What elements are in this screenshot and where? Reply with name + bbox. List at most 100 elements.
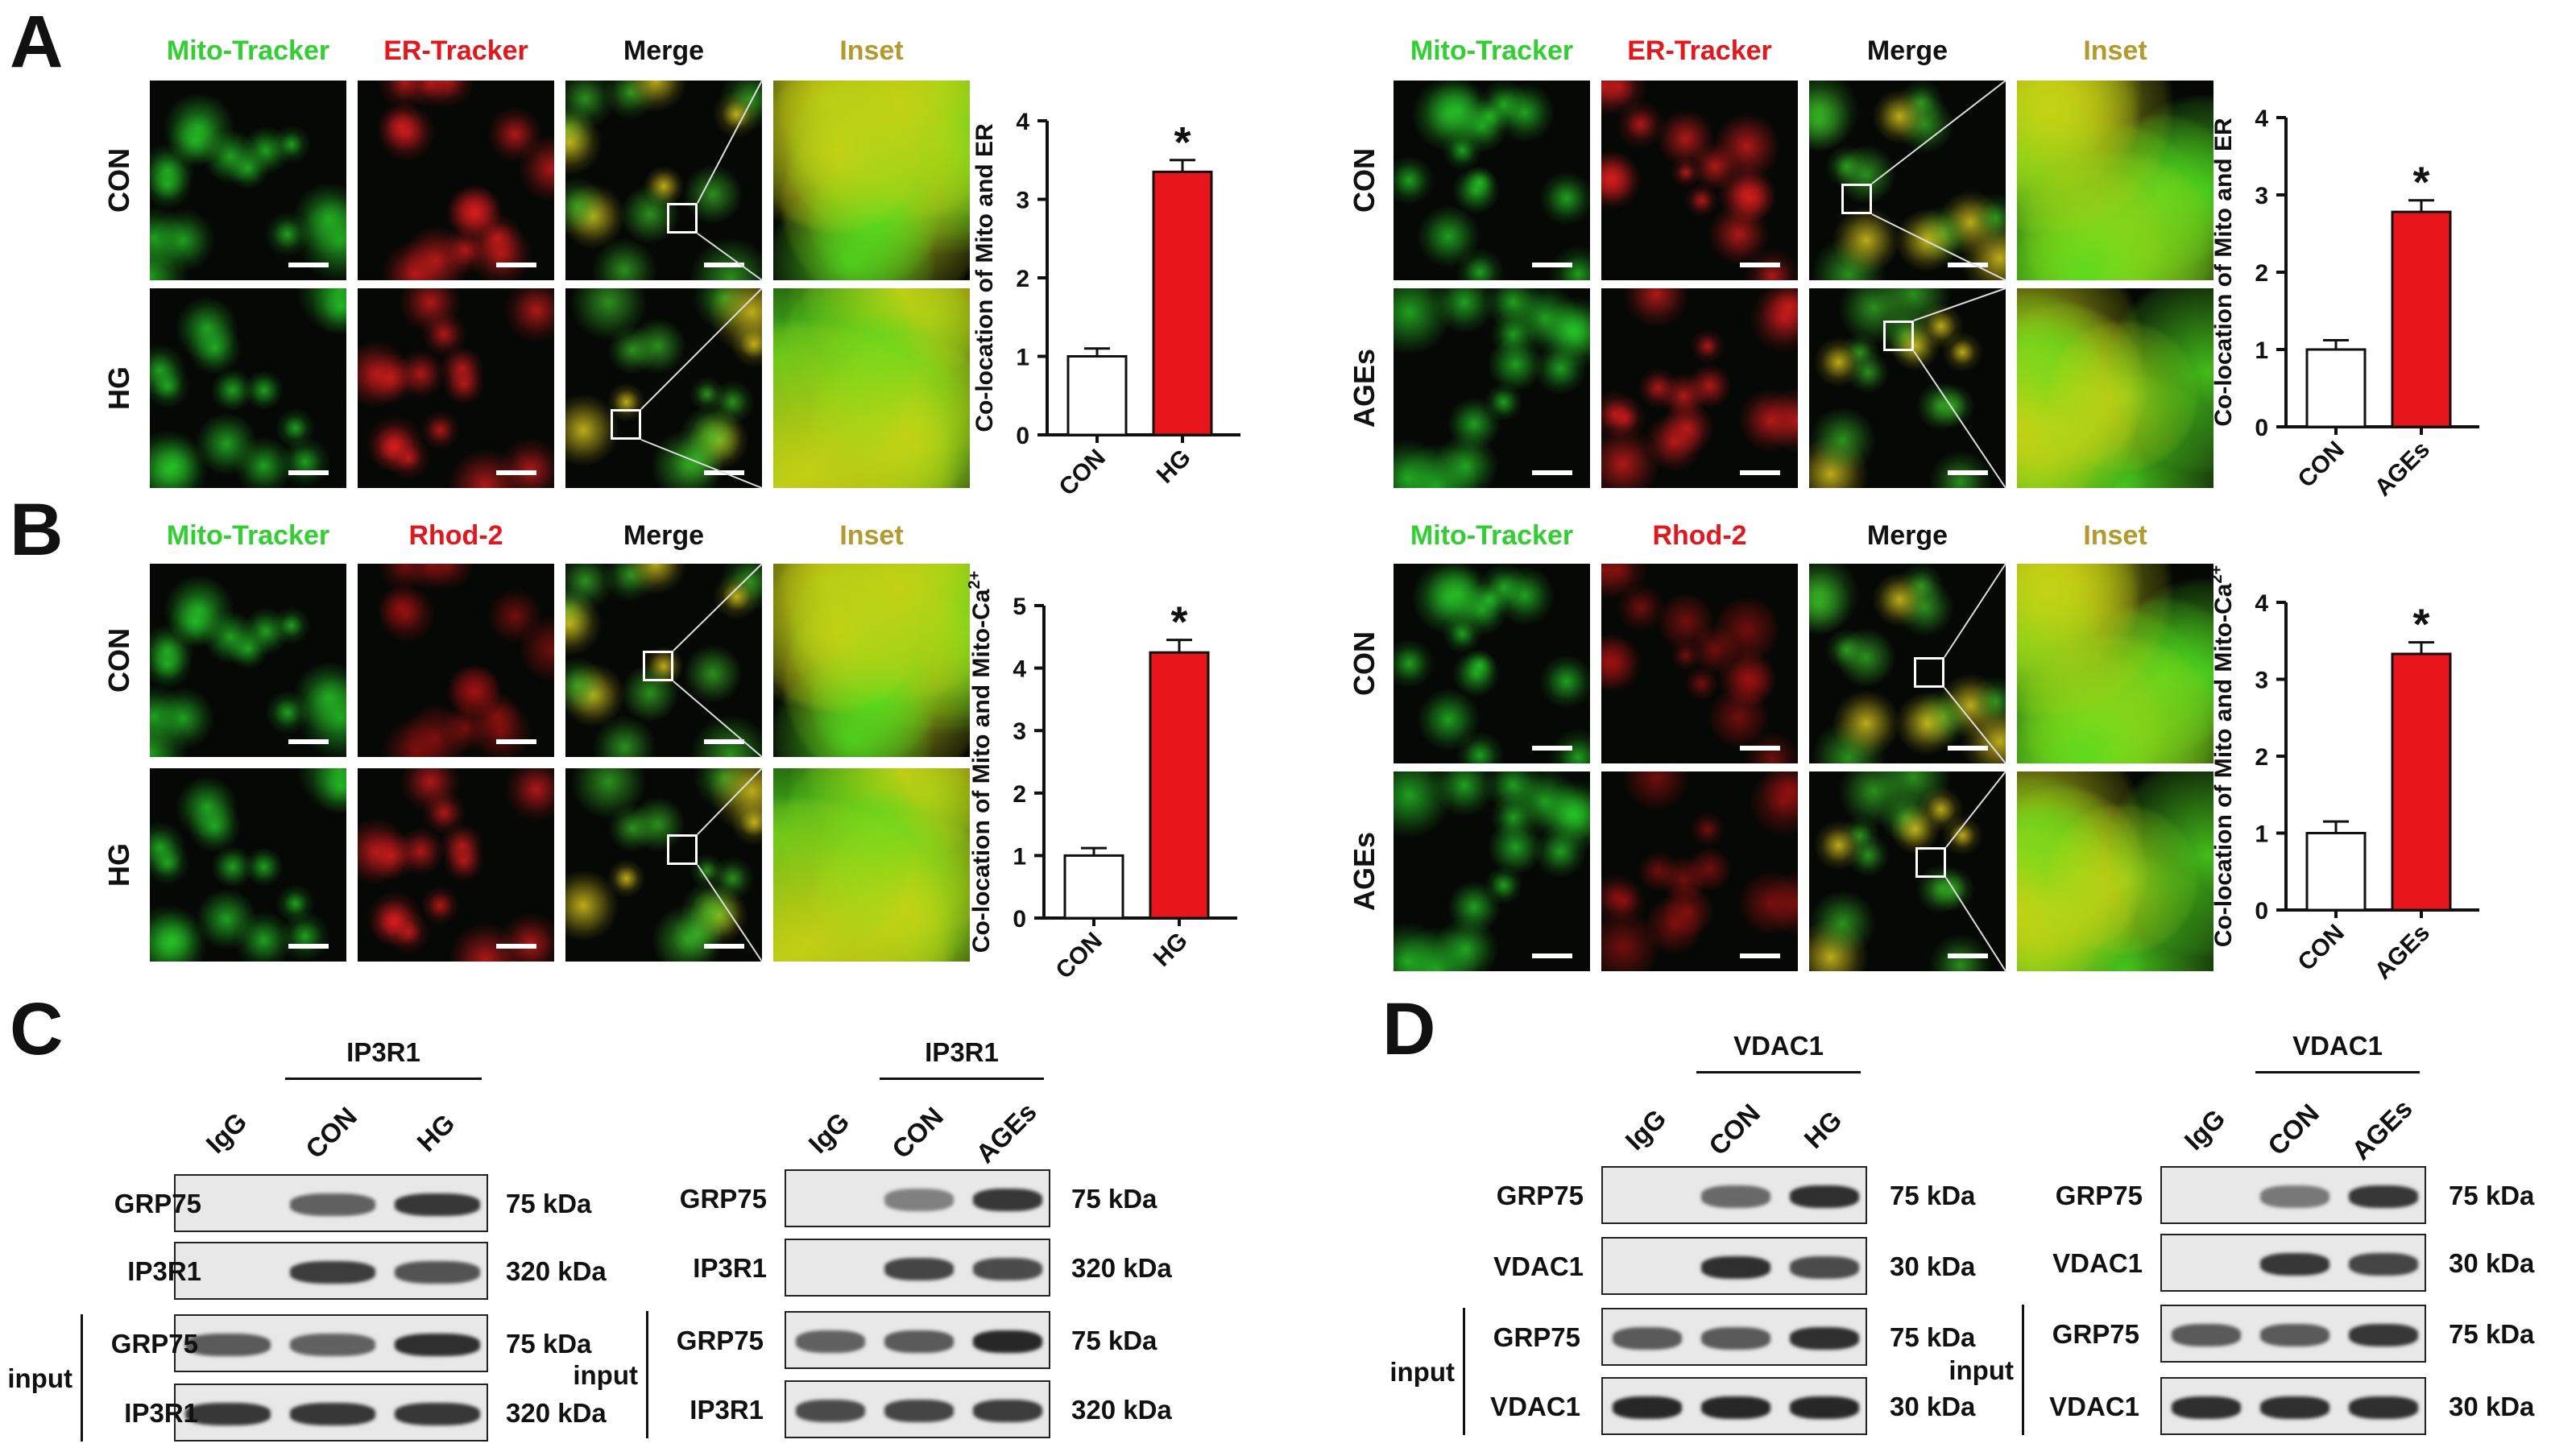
blot-row-label-grp75: GRP75 <box>114 1189 201 1218</box>
micrograph-mito-hg <box>150 288 346 488</box>
column-header-merge: Merge <box>1866 520 1948 551</box>
protein-band <box>290 1334 375 1356</box>
protein-band <box>796 1400 865 1422</box>
y-tick-label: 4 <box>1016 109 1029 135</box>
molecular-weight-label: 30 kDa <box>2449 1248 2535 1278</box>
protein-band <box>2349 1324 2418 1346</box>
column-header-er-tracker: ER-Tracker <box>1627 35 1772 66</box>
molecular-weight-label: 320 kDa <box>1071 1395 1172 1425</box>
y-tick-label: 5 <box>1013 594 1026 620</box>
y-axis-label: Co-location of Mito and Mito-Ca2+ <box>2208 565 2237 947</box>
zoom-lines <box>673 563 763 758</box>
micrograph-tracker2-con <box>358 564 554 757</box>
micrograph-mito-con <box>1394 81 1590 280</box>
protein-band <box>1701 1256 1770 1279</box>
panel-letter-b: B <box>10 489 64 571</box>
protein-band <box>2349 1253 2418 1276</box>
inset-box <box>667 834 698 865</box>
blot-strip <box>2160 1166 2426 1224</box>
scale-bar <box>288 739 329 744</box>
column-header-rhod-2: Rhod-2 <box>1652 520 1747 551</box>
scale-bar <box>1532 746 1572 751</box>
blot-strip <box>785 1169 1050 1227</box>
y-tick-label: 0 <box>1016 423 1029 449</box>
blot-strip <box>1601 1166 1867 1224</box>
input-row-label-vdac1: VDAC1 <box>2049 1392 2139 1421</box>
micrograph-inset-hg <box>773 768 970 962</box>
protein-band <box>973 1258 1042 1280</box>
protein-band <box>1701 1396 1770 1419</box>
scale-bar <box>1740 953 1780 958</box>
molecular-weight-label: 30 kDa <box>1890 1392 1976 1421</box>
scale-bar <box>704 263 744 267</box>
protein-band <box>2172 1396 2241 1419</box>
micrograph-inset-con <box>2017 564 2213 763</box>
micrograph-mito-con <box>150 564 346 757</box>
column-header-merge: Merge <box>1866 35 1948 66</box>
zoom-lines <box>1945 771 2006 972</box>
significance-marker: * <box>2412 601 2429 649</box>
micrograph-inset-con <box>773 564 970 757</box>
ip-antibody-label: IP3R1 <box>346 1037 420 1067</box>
scale-bar <box>1948 263 1988 267</box>
micrograph-merge-con <box>1809 564 2006 763</box>
bar-con <box>2305 348 2367 428</box>
micrograph-tracker2-hg <box>358 768 554 962</box>
blot-strip <box>1601 1237 1867 1295</box>
protein-band <box>290 1261 375 1284</box>
ip-antibody-label: VDAC1 <box>1733 1031 1824 1061</box>
y-tick-label: 3 <box>2255 183 2268 209</box>
column-header-mito-tracker: Mito-Tracker <box>1410 35 1574 66</box>
column-header-inset: Inset <box>839 520 904 551</box>
protein-band <box>1613 1327 1682 1350</box>
scale-bar <box>1948 953 1988 958</box>
inset-box <box>643 651 673 681</box>
bar-con <box>1066 355 1128 436</box>
input-bracket <box>646 1311 648 1438</box>
micrograph-tracker2-con <box>1601 81 1798 280</box>
column-header-mito-tracker: Mito-Tracker <box>166 35 330 66</box>
protein-band <box>395 1334 480 1356</box>
input-row-label-grp75: GRP75 <box>1493 1322 1580 1352</box>
micrograph-merge-con <box>565 81 762 280</box>
molecular-weight-label: 75 kDa <box>506 1189 592 1218</box>
panel-letter-a: A <box>10 1 64 83</box>
x-tick-label: CON <box>1054 445 1110 501</box>
molecular-weight-label: 30 kDa <box>2449 1392 2535 1421</box>
blot-strip <box>2160 1305 2426 1363</box>
blot-row-label-vdac1: VDAC1 <box>1493 1251 1584 1281</box>
protein-band <box>884 1189 954 1211</box>
inset-box <box>1883 321 1914 351</box>
micrograph-tracker2-hg <box>358 288 554 488</box>
scale-bar <box>496 263 536 267</box>
bar-hg <box>1149 651 1210 920</box>
input-label: input <box>7 1363 72 1393</box>
y-tick-label: 3 <box>2255 668 2268 694</box>
input-row-label-grp75: GRP75 <box>2052 1319 2139 1349</box>
molecular-weight-label: 75 kDa <box>2449 1319 2535 1349</box>
molecular-weight-label: 75 kDa <box>1890 1181 1976 1210</box>
zoom-lines <box>1944 563 2006 764</box>
y-tick-label: 0 <box>1013 906 1026 933</box>
protein-band <box>1790 1327 1859 1350</box>
micrograph-tracker2-con <box>358 81 554 280</box>
y-tick-label: 1 <box>2255 821 2268 848</box>
bar-con <box>1063 854 1124 920</box>
protein-band <box>884 1330 954 1353</box>
protein-band <box>2260 1185 2329 1208</box>
micrograph-tracker2-con <box>1601 564 1798 763</box>
molecular-weight-label: 320 kDa <box>506 1398 607 1428</box>
protein-band <box>973 1330 1042 1353</box>
x-tick-label: AGEs <box>2370 920 2435 985</box>
scale-bar <box>496 944 536 949</box>
blot-strip <box>785 1311 1050 1369</box>
scale-bar <box>704 739 744 744</box>
protein-band <box>973 1400 1042 1422</box>
inset-box <box>1841 184 1872 214</box>
input-bracket <box>2022 1305 2024 1435</box>
ip-antibody-label: VDAC1 <box>2292 1031 2383 1061</box>
ip-underline <box>880 1078 1044 1080</box>
micrograph-inset-con <box>773 81 970 280</box>
protein-band <box>290 1403 375 1425</box>
input-row-label-vdac1: VDAC1 <box>1490 1392 1580 1421</box>
